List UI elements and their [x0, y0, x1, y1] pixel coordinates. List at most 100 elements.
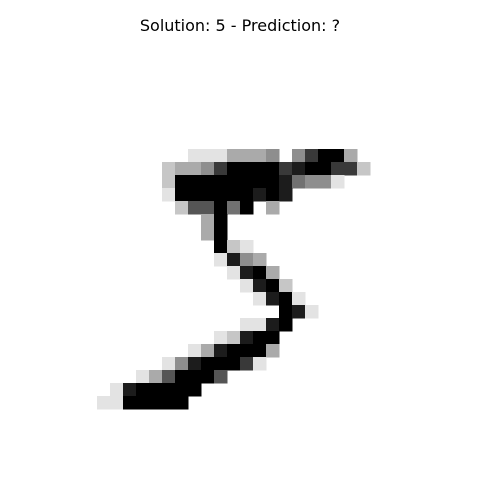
pixel [162, 162, 176, 176]
pixel [188, 188, 202, 202]
pixel [175, 370, 189, 384]
pixel [240, 162, 254, 176]
pixel [305, 149, 319, 163]
pixel [201, 162, 215, 176]
pixel [253, 357, 267, 371]
pixel [266, 266, 280, 280]
pixel [188, 357, 202, 371]
pixel [305, 175, 319, 189]
pixel [214, 370, 228, 384]
pixel [227, 149, 241, 163]
pixel [149, 370, 163, 384]
pixel [227, 344, 241, 358]
pixel [214, 240, 228, 254]
pixel [253, 162, 267, 176]
pixel [214, 214, 228, 228]
pixel [240, 266, 254, 280]
pixel [266, 331, 280, 345]
pixel [201, 201, 215, 215]
pixel [175, 175, 189, 189]
pixel [175, 383, 189, 397]
pixel [149, 396, 163, 410]
pixel [201, 175, 215, 189]
pixel [149, 383, 163, 397]
pixel [292, 305, 306, 319]
pixel [227, 162, 241, 176]
pixel [227, 175, 241, 189]
pixel [227, 331, 241, 345]
pixel [162, 370, 176, 384]
pixel [214, 188, 228, 202]
pixel [201, 357, 215, 371]
pixel [162, 175, 176, 189]
pixel [253, 188, 267, 202]
pixel [253, 149, 267, 163]
pixel [357, 162, 371, 176]
pixel [305, 305, 319, 319]
pixel [240, 188, 254, 202]
pixel [266, 149, 280, 163]
pixel [201, 188, 215, 202]
pixel [214, 357, 228, 371]
pixel [214, 227, 228, 241]
pixel [279, 175, 293, 189]
pixel [292, 292, 306, 306]
pixel [214, 344, 228, 358]
pixel [175, 201, 189, 215]
pixel [331, 162, 345, 176]
pixel [188, 162, 202, 176]
pixel [318, 175, 332, 189]
pixel [175, 162, 189, 176]
pixel [123, 383, 137, 397]
pixel [266, 292, 280, 306]
pixel [240, 279, 254, 293]
pixel [279, 279, 293, 293]
pixel [240, 175, 254, 189]
pixel [266, 188, 280, 202]
pixel [305, 162, 319, 176]
pixel [136, 396, 150, 410]
pixel [188, 149, 202, 163]
pixel [110, 383, 124, 397]
pixel [240, 331, 254, 345]
pixel [227, 266, 241, 280]
figure-title: Solution: 5 - Prediction: ? [139, 16, 341, 35]
pixel [266, 162, 280, 176]
pixel [253, 266, 267, 280]
pixel [240, 149, 254, 163]
pixel [188, 370, 202, 384]
pixel [110, 396, 124, 410]
pixel [214, 201, 228, 215]
pixel [162, 396, 176, 410]
pixel [344, 162, 358, 176]
pixel [188, 175, 202, 189]
pixel [214, 253, 228, 267]
pixel [253, 175, 267, 189]
pixel [188, 383, 202, 397]
pixel [331, 149, 345, 163]
pixel [97, 396, 111, 410]
pixel [240, 357, 254, 371]
pixel [344, 149, 358, 163]
digit-image [97, 149, 371, 410]
pixel [136, 370, 150, 384]
pixel [201, 214, 215, 228]
pixel [136, 383, 150, 397]
pixel [253, 344, 267, 358]
pixel [240, 344, 254, 358]
pixel [253, 331, 267, 345]
pixel [279, 162, 293, 176]
pixel [162, 357, 176, 371]
pixel [253, 292, 267, 306]
pixel [240, 240, 254, 254]
pixel [214, 162, 228, 176]
pixel [318, 162, 332, 176]
pixel [240, 253, 254, 267]
pixel [292, 175, 306, 189]
pixel [331, 175, 345, 189]
pixel [201, 227, 215, 241]
pixel [266, 279, 280, 293]
pixel [227, 253, 241, 267]
pixel [201, 370, 215, 384]
pixel [201, 344, 215, 358]
